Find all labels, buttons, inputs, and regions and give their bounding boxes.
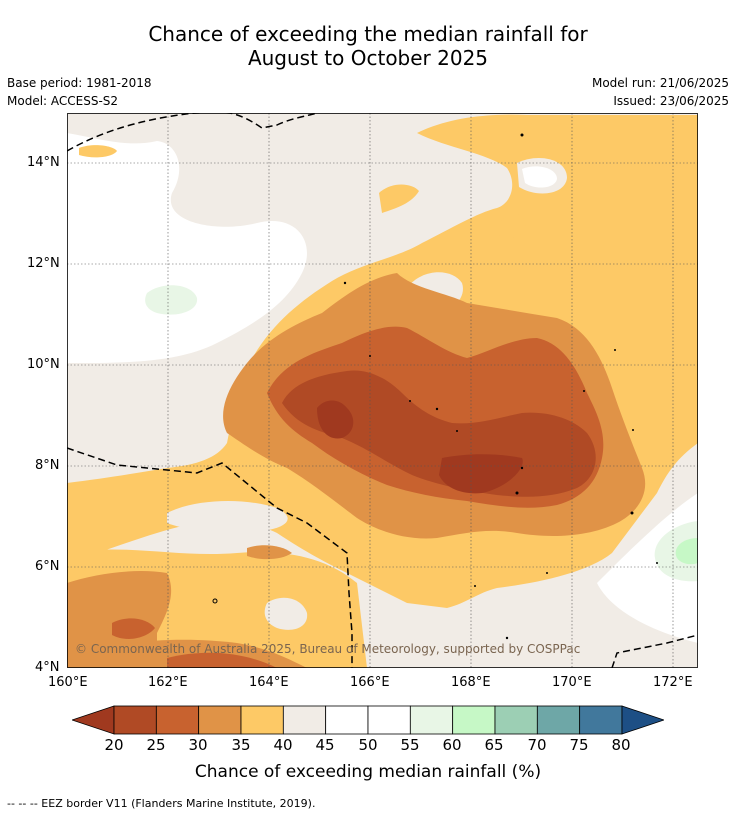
colorbar-tick-55: 55	[400, 736, 420, 754]
lat-label-6n: 6°N	[35, 559, 60, 574]
colorbar-tick-80: 80	[611, 736, 631, 754]
colorbar-segment	[198, 705, 242, 735]
contour-30-35-s	[167, 652, 277, 668]
lat-label-4n: 4°N	[35, 660, 60, 675]
contour-65-70-east	[675, 538, 698, 565]
lon-label-172e: 172°E	[653, 675, 693, 690]
colorbar-segment	[282, 705, 327, 735]
map-frame	[67, 113, 698, 668]
contour-30-35-sw	[112, 618, 155, 639]
colorbar-segment	[325, 705, 369, 735]
contour-45-50-s	[167, 501, 288, 532]
colorbar-segment	[452, 705, 496, 735]
colorbar-arrow-low	[72, 705, 115, 735]
lat-label-8n: 8°N	[35, 458, 60, 473]
colorbar-tick-75: 75	[569, 736, 589, 754]
colorbar	[72, 705, 664, 735]
colorbar-segment	[113, 705, 157, 735]
lon-label-164e: 164°E	[249, 675, 289, 690]
colorbar-tick-40: 40	[273, 736, 293, 754]
graticule	[67, 113, 698, 668]
colorbar-title: Chance of exceeding median rainfall (%)	[194, 762, 542, 782]
rainfall-map: © Commonwealth of Australia 2025, Bureau…	[67, 113, 698, 668]
contour-35-40-patch	[247, 545, 292, 560]
colorbar-tick-20: 20	[104, 736, 124, 754]
issued-text: Issued: 23/06/2025	[613, 94, 729, 108]
colorbar-segment	[494, 705, 538, 735]
model-run-text: Model run: 21/06/2025	[591, 76, 729, 90]
eez-border	[67, 113, 698, 668]
lon-label-160e: 160°E	[48, 675, 88, 690]
colorbar-segment	[367, 705, 411, 735]
colorbar-segment	[536, 705, 581, 735]
lat-label-12n: 12°N	[27, 256, 60, 271]
colorbar-arrow-high	[621, 705, 664, 735]
contour-40-45-ne	[79, 145, 117, 158]
colorbar-segment	[579, 705, 623, 735]
map-title-line1: Chance of exceeding the median rainfall …	[148, 22, 588, 46]
colorbar-tick-70: 70	[527, 736, 547, 754]
contour-20-25	[317, 400, 354, 439]
colorbar-segment	[240, 705, 284, 735]
contour-20-25-east	[439, 454, 523, 494]
colorbar-tick-65: 65	[484, 736, 504, 754]
lat-label-14n: 14°N	[27, 155, 60, 170]
lon-label-162e: 162°E	[148, 675, 188, 690]
colorbar-segment	[155, 705, 200, 735]
copyright-text: © Commonwealth of Australia 2025, Bureau…	[75, 642, 580, 656]
lon-label-166e: 166°E	[350, 675, 390, 690]
colorbar-tick-60: 60	[442, 736, 462, 754]
eez-legend-text: -- -- -- EEZ border V11 (Flanders Marine…	[7, 797, 316, 810]
contour-50-60-west	[67, 133, 307, 363]
map-title-line2: August to October 2025	[247, 46, 489, 70]
colorbar-segment	[409, 705, 454, 735]
colorbar-tick-35: 35	[231, 736, 251, 754]
lon-label-170e: 170°E	[552, 675, 592, 690]
base-period-text: Base period: 1981-2018	[7, 76, 152, 90]
islands	[212, 133, 658, 640]
lon-label-168e: 168°E	[451, 675, 491, 690]
contour-40-45-n	[379, 184, 419, 213]
contour-50-55-pocket	[522, 166, 557, 188]
colorbar-tick-45: 45	[315, 736, 335, 754]
contour-60-65	[145, 285, 198, 315]
colorbar-tick-30: 30	[188, 736, 208, 754]
contour-45-50-sw	[264, 597, 308, 630]
colorbar-tick-50: 50	[358, 736, 378, 754]
lat-label-10n: 10°N	[27, 357, 60, 372]
model-text: Model: ACCESS-S2	[7, 94, 119, 108]
contour-40-45-ne2	[499, 213, 526, 239]
colorbar-tick-25: 25	[146, 736, 166, 754]
